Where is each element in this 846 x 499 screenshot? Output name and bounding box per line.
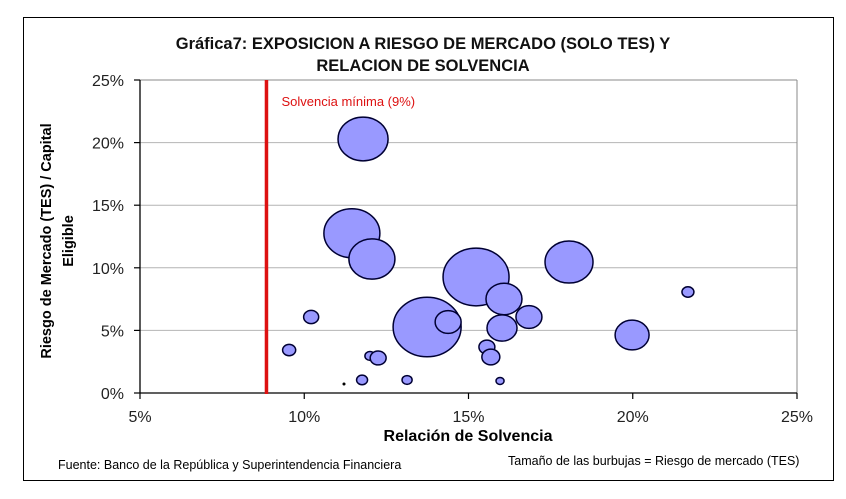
x-tick-label: 10% [288, 409, 320, 426]
bubble [486, 314, 518, 342]
x-axis-title: Relación de Solvencia [383, 428, 553, 445]
y-tick-label: 15% [92, 198, 124, 215]
source-note: Fuente: Banco de la República y Superint… [58, 458, 402, 472]
x-tick-label: 15% [452, 409, 484, 426]
tick-labels: 5% 10% 15% 20% 25%0%5%10%15%20%25% [92, 73, 813, 426]
bubble [481, 348, 501, 366]
bubble [485, 282, 523, 316]
y-tick-label: 20% [92, 136, 124, 153]
bubble [681, 285, 695, 298]
solvency-threshold-label: Solvencia mínima (9%) [281, 94, 415, 109]
axes [134, 79, 798, 399]
x-tick-label: 20% [617, 409, 649, 426]
y-tick-label: 0% [101, 386, 124, 403]
y-tick-label: 5% [101, 323, 124, 340]
bubble [337, 116, 389, 162]
bubble [281, 343, 297, 357]
chart-title-line-1: Gráfica7: EXPOSICION A RIESGO DE MERCADO… [175, 35, 671, 53]
x-tick-label: 25% [781, 409, 813, 426]
bubble [434, 309, 462, 335]
x-tick-label: 5% [128, 409, 151, 426]
bubble [348, 238, 396, 280]
threshold-group: Solvencia mínima (9%) [264, 80, 415, 394]
bubbles [281, 116, 695, 386]
bubble [369, 350, 387, 366]
bubble [401, 374, 413, 386]
y-tick-label: 25% [92, 73, 124, 90]
bubble [355, 374, 369, 386]
chart-frame [23, 17, 834, 481]
bubble [302, 309, 320, 325]
bubble [342, 382, 346, 386]
bubble [544, 240, 594, 284]
bubble-size-note: Tamaño de las burbujas = Riesgo de merca… [508, 454, 800, 468]
bubble [614, 319, 650, 351]
chart-title: Gráfica7: EXPOSICION A RIESGO DE MERCADO… [0, 33, 846, 77]
y-tick-label: 10% [92, 261, 124, 278]
bubble [515, 304, 543, 330]
bubble [495, 376, 505, 386]
chart-title-line-2: RELACION DE SOLVENCIA [316, 57, 530, 75]
